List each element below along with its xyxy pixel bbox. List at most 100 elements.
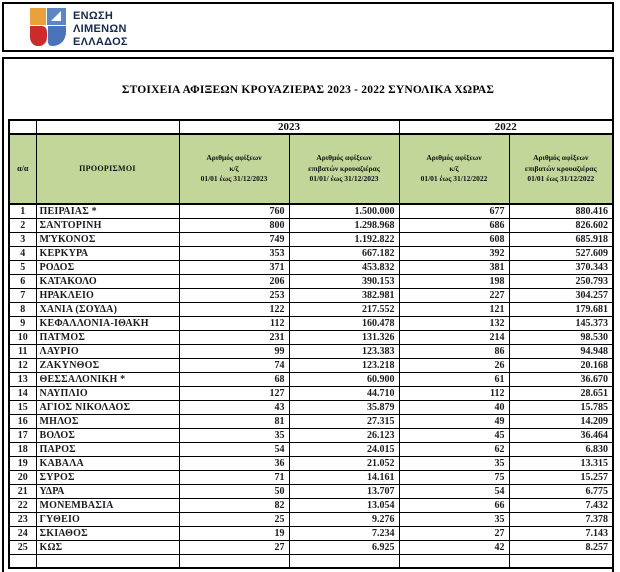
table-row: 7 ΗΡΑΚΛΕΙΟ 253 382.981 227 304.257	[8, 288, 614, 303]
passengers-2022-cell: 20.168	[508, 358, 614, 373]
arrivals-2023-cell: 800	[178, 218, 290, 233]
destination-cell: ΥΔΡΑ	[35, 484, 180, 499]
passengers-2023-column-header: Αριθμός αφίξεων επιβατών κρουαζιέρας 01/01…	[288, 133, 400, 205]
row-index: 24	[8, 526, 37, 541]
table-row: 25 ΚΩΣ 27 6.925 42 8.257	[8, 540, 614, 555]
table-row: 12 ΖΑΚΥΝΘΟΣ 74 123.218 26 20.168	[8, 358, 614, 373]
passengers-2022-cell: 527.609	[508, 246, 614, 261]
destination-cell: ΛΑΥΡΙΟ	[35, 344, 180, 359]
passengers-2023-cell: 44.710	[288, 386, 400, 401]
destination-cell: ΚΑΤΑΚΟΛΟ	[35, 274, 180, 289]
page-title: ΣΤΟΙΧΕΙΑ ΑΦΙΞΕΩΝ ΚΡΟΥΑΖΙΕΡΑΣ 2023 - 2022…	[121, 84, 495, 96]
passengers-2023-cell: 382.981	[288, 288, 400, 303]
arrivals-2022-cell: 27	[398, 526, 510, 541]
arrivals-2023-cell: 749	[178, 232, 290, 247]
logo-orange-square	[30, 8, 46, 25]
arrivals-2022-cell: 49	[398, 414, 510, 429]
passengers-2023-cell: 24.015	[288, 442, 400, 457]
passengers-2022-cell: 6.830	[508, 442, 614, 457]
arrivals-2022-cell: 62	[398, 442, 510, 457]
passengers-2022-cell: 36.670	[508, 372, 614, 387]
arrivals-2022-cell: 86	[398, 344, 510, 359]
passengers-2022-cell: 370.343	[508, 260, 614, 275]
arrivals-2023-cell: 81	[178, 414, 290, 429]
year-2023-header: 2023	[178, 119, 400, 135]
passengers-2022-cell: 179.681	[508, 302, 614, 317]
destination-cell: ΒΟΛΟΣ	[35, 428, 180, 443]
sail-icon	[51, 11, 61, 21]
destination-cell: ΡΟΔΟΣ	[35, 260, 180, 275]
destination-cell: ΓΥΘΕΙΟ	[35, 512, 180, 527]
row-index: 14	[8, 386, 37, 401]
passengers-2023-cell: 35.879	[288, 400, 400, 415]
passengers-2022-cell: 880.416	[508, 203, 614, 219]
arrivals-2023-cell: 760	[178, 203, 290, 219]
passengers-2023-cell: 26.123	[288, 428, 400, 443]
passengers-2022-cell: 8.257	[508, 540, 614, 555]
destination-cell: ΚΕΦΑΛΛΟΝΙΑ-ΙΘΑΚΗ	[35, 316, 180, 331]
destination-cell: ΣΑΝΤΟΡΙΝΗ	[35, 218, 180, 233]
destination-cell: ΜΎΚΟΝΟΣ	[35, 232, 180, 247]
passengers-2022-cell: 98.530	[508, 330, 614, 345]
passengers-2022-cell: 685.918	[508, 232, 614, 247]
destination-cell: ΖΑΚΥΝΘΟΣ	[35, 358, 180, 373]
ports-union-logo-icon	[30, 8, 66, 47]
table-row: 23 ΓΥΘΕΙΟ 25 9.276 35 7.378	[8, 512, 614, 527]
passengers-2023-cell: 160.478	[288, 316, 400, 331]
arrivals-2022-cell: 214	[398, 330, 510, 345]
row-index: 5	[8, 260, 37, 275]
row-index: 8	[8, 302, 37, 317]
arrivals-2023-cell: 206	[178, 274, 290, 289]
arrivals-2023-cell: 25	[178, 512, 290, 527]
passengers-2023-cell: 1.500.000	[288, 203, 400, 219]
destination-cell: ΣΥΡΟΣ	[35, 470, 180, 485]
report-page: ΣΤΟΙΧΕΙΑ ΑΦΙΞΕΩΝ ΚΡΟΥΑΖΙΕΡΑΣ 2023 - 2022…	[2, 57, 614, 572]
passengers-2023-cell: 123.218	[288, 358, 400, 373]
arrivals-2023-cell: 50	[178, 484, 290, 499]
org-name: ΕΝΩΣΗ ΛΙΜΕΝΩΝ ΕΛΛΑΔΟΣ	[73, 8, 128, 49]
passengers-2022-cell: 14.209	[508, 414, 614, 429]
table-row: 11 ΛΑΥΡΙΟ 99 123.383 86 94.948	[8, 344, 614, 359]
destination-cell	[35, 553, 180, 569]
passengers-2022-cell: 28.651	[508, 386, 614, 401]
passengers-2022-cell: 7.378	[508, 512, 614, 527]
arrivals-2023-cell: 54	[178, 442, 290, 457]
destination-cell: ΘΕΣΣΑΛΟΝΙΚΗ *	[35, 372, 180, 387]
arrivals-2023-cell: 371	[178, 260, 290, 275]
arrivals-2022-cell: 35	[398, 512, 510, 527]
arrivals-2022-cell: 45	[398, 428, 510, 443]
destination-cell: ΧΑΝΙΑ (ΣΟΥΔΑ)	[35, 302, 180, 317]
org-name-line2: ΛΙΜΕΝΩΝ	[73, 23, 127, 35]
passengers-2023-cell: 217.552	[288, 302, 400, 317]
clipped-partial-row	[8, 553, 614, 569]
row-index: 19	[8, 456, 37, 471]
index-column-header: α/α	[8, 133, 37, 205]
arrivals-2022-cell: 35	[398, 456, 510, 471]
arrivals-2022-cell: 686	[398, 218, 510, 233]
passengers-2023-cell: 453.832	[288, 260, 400, 275]
destination-cell: ΜΗΛΟΣ	[35, 414, 180, 429]
row-index: 25	[8, 540, 37, 555]
destination-cell: ΚΩΣ	[35, 540, 180, 555]
row-index: 9	[8, 316, 37, 331]
destination-cell: ΚΕΡΚΥΡΑ	[35, 246, 180, 261]
passengers-2022-cell: 15.785	[508, 400, 614, 415]
row-index: 3	[8, 232, 37, 247]
title-band: ΣΤΟΙΧΕΙΑ ΑΦΙΞΕΩΝ ΚΡΟΥΑΖΙΕΡΑΣ 2023 - 2022…	[4, 59, 612, 119]
header-strip: ΕΝΩΣΗ ΛΙΜΕΝΩΝ ΕΛΛΑΔΟΣ	[2, 2, 614, 52]
passengers-2022-cell: 304.257	[508, 288, 614, 303]
row-index: 18	[8, 442, 37, 457]
year-row-empty-cell	[8, 119, 37, 135]
table-row: 16 ΜΗΛΟΣ 81 27.315 49 14.209	[8, 414, 614, 429]
table-row: 19 ΚΑΒΑΛΑ 36 21.052 35 13.315	[8, 456, 614, 471]
column-header-row: α/α ΠΡΟΟΡΙΣΜΟΙ Αριθμός αφίξεων κ/ζ 01/01 έ…	[8, 133, 614, 205]
row-index: 13	[8, 372, 37, 387]
passengers-2023-cell	[288, 553, 400, 569]
arrivals-2023-cell: 82	[178, 498, 290, 513]
row-index: 22	[8, 498, 37, 513]
org-name-line1: ΕΝΩΣΗ	[73, 10, 114, 22]
destination-cell: ΚΑΒΑΛΑ	[35, 456, 180, 471]
row-index: 2	[8, 218, 37, 233]
year-row-empty-cell	[35, 119, 180, 135]
arrivals-2022-cell: 61	[398, 372, 510, 387]
